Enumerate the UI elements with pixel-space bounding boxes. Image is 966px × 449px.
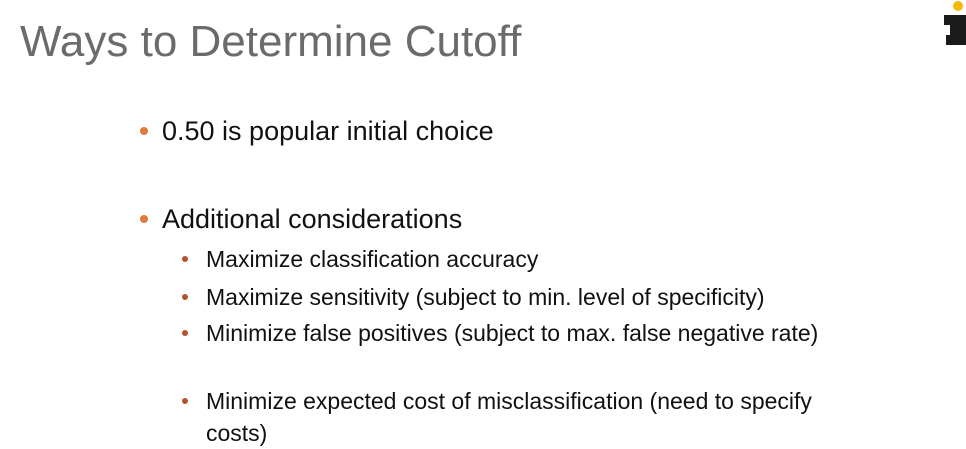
bullet-text: Additional considerations bbox=[162, 204, 463, 234]
sub-bullet-text: Maximize classification accuracy bbox=[206, 246, 539, 272]
sub-bullet-item: Minimize expected cost of misclassificat… bbox=[182, 385, 866, 449]
bullet-item: 0.50 is popular initial choice bbox=[140, 114, 494, 148]
bullet-text: 0.50 is popular initial choice bbox=[162, 116, 494, 146]
bullet-dot-icon bbox=[140, 215, 148, 223]
sub-bullet-item: Maximize sensitivity (subject to min. le… bbox=[182, 281, 866, 313]
sub-bullet-dot-icon bbox=[182, 398, 188, 404]
sub-bullet-dot-icon bbox=[182, 256, 188, 262]
sub-bullet-dot-icon bbox=[182, 330, 188, 336]
sub-bullet-text: Maximize sensitivity (subject to min. le… bbox=[206, 284, 765, 310]
sub-bullet-dot-icon bbox=[182, 294, 188, 300]
slide-title: Ways to Determine Cutoff bbox=[20, 17, 522, 66]
sub-bullet-text: Minimize expected cost of misclassificat… bbox=[206, 388, 812, 446]
sub-bullet-item: Minimize false positives (subject to max… bbox=[182, 317, 866, 349]
sub-bullet-text: Minimize false positives (subject to max… bbox=[206, 320, 819, 346]
brand-logo-icon bbox=[932, 0, 966, 60]
sub-bullet-item: Maximize classification accuracy bbox=[182, 243, 866, 275]
bullet-dot-icon bbox=[140, 127, 148, 135]
bullet-item: Additional considerations bbox=[140, 202, 463, 236]
